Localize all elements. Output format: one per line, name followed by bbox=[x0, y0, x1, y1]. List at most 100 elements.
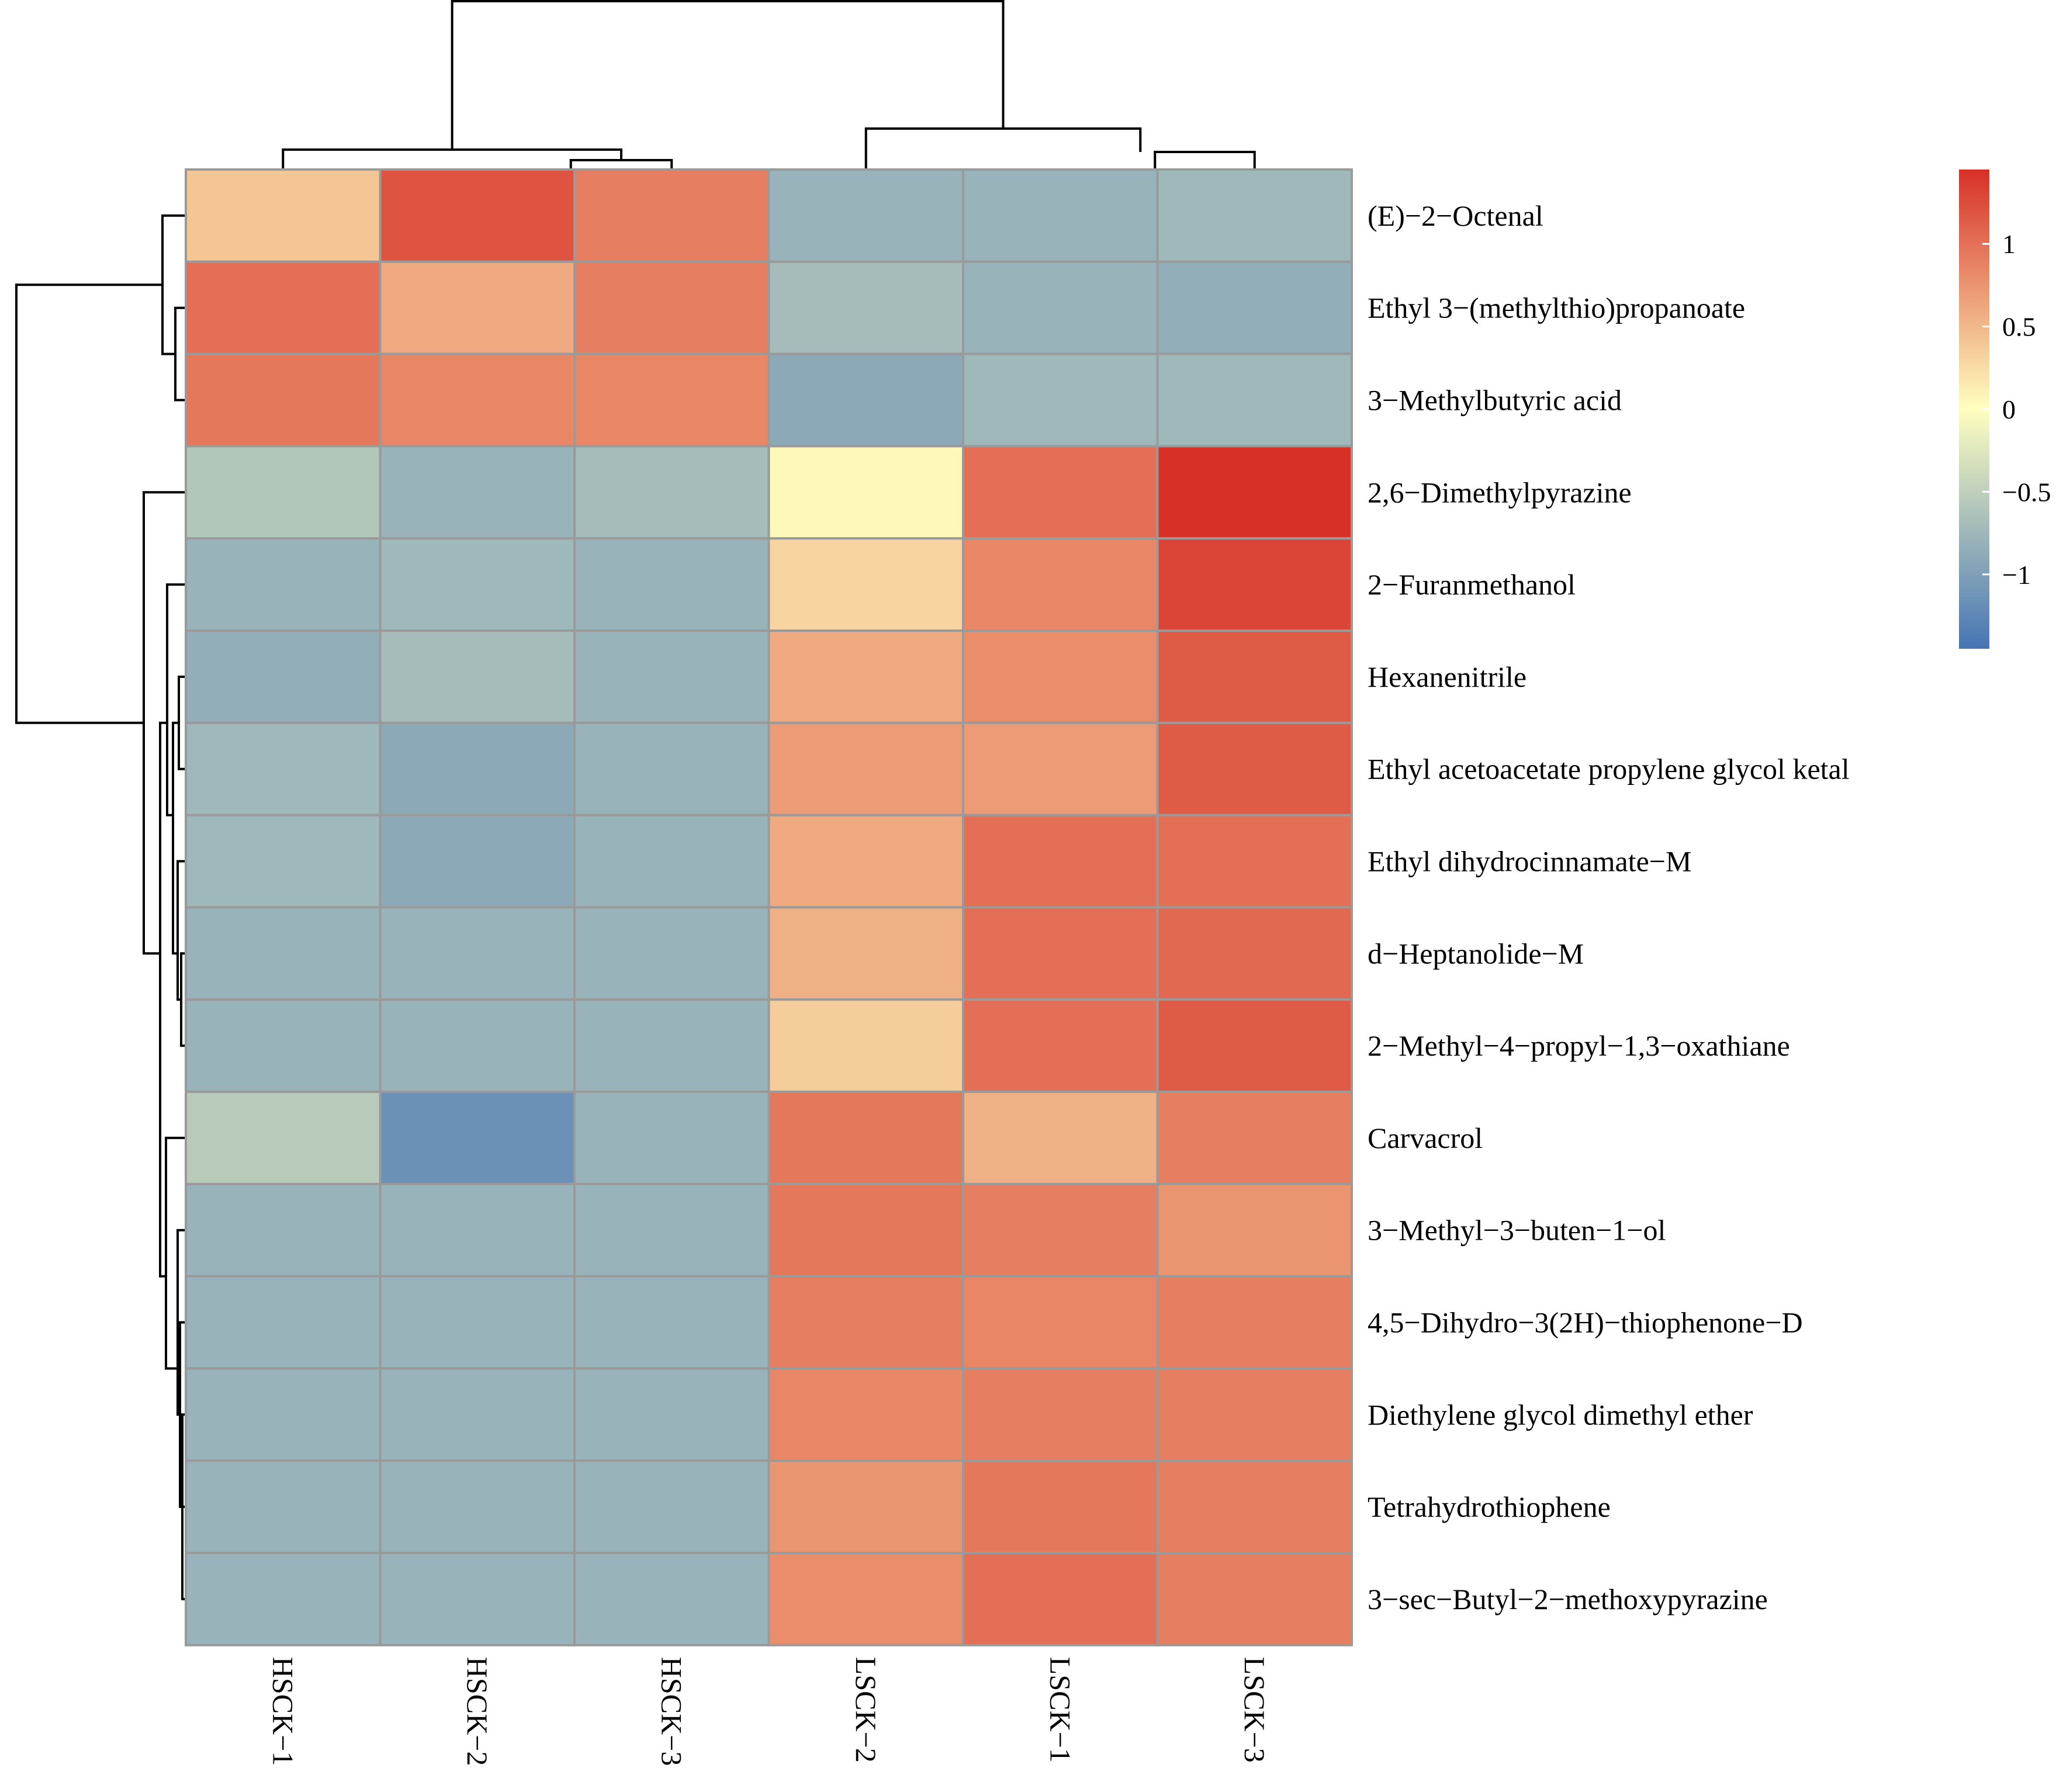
column-dendrogram-branch bbox=[451, 0, 1005, 150]
row-label: 3−Methyl−3−buten−1−ol bbox=[1368, 1214, 1666, 1247]
heatmap-cell bbox=[573, 352, 770, 448]
column-label: LSCK−1 bbox=[1044, 1657, 1077, 1763]
heatmap-cell bbox=[573, 260, 770, 355]
heatmap-cell bbox=[767, 1091, 964, 1185]
heatmap-cell bbox=[573, 1367, 770, 1462]
heatmap-cell bbox=[185, 814, 382, 909]
row-label: 3−sec−Butyl−2−methoxypyrazine bbox=[1368, 1583, 1768, 1615]
row-label: 3−Methylbutyric acid bbox=[1368, 384, 1622, 417]
heatmap-cell bbox=[962, 906, 1159, 1001]
heatmap-cell bbox=[573, 998, 770, 1093]
row-dendrogram-branch bbox=[172, 721, 179, 955]
heatmap-cell bbox=[767, 537, 964, 632]
heatmap-cell bbox=[573, 629, 770, 724]
heatmap-cell bbox=[379, 168, 576, 263]
row-label: Ethyl 3−(methylthio)propanoate bbox=[1368, 292, 1745, 324]
row-label: Tetrahydrothiophene bbox=[1368, 1490, 1611, 1523]
heatmap-cell bbox=[379, 1091, 576, 1185]
heatmap-cell bbox=[1156, 1459, 1353, 1554]
heatmap-cell bbox=[962, 998, 1159, 1093]
heatmap-cell bbox=[1156, 814, 1353, 909]
heatmap-cell bbox=[767, 1367, 964, 1462]
color-scale-tick-label: 1 bbox=[2002, 229, 2016, 259]
heatmap-cell bbox=[962, 1182, 1159, 1278]
heatmap-cell bbox=[573, 906, 770, 1001]
heatmap-cell bbox=[767, 1552, 964, 1646]
heatmap-cell bbox=[962, 629, 1159, 724]
column-label: LSCK−3 bbox=[1238, 1657, 1271, 1763]
color-scale-tick-label: −1 bbox=[2002, 560, 2031, 590]
heatmap-cell bbox=[379, 629, 576, 724]
row-label: Ethyl acetoacetate propylene glycol keta… bbox=[1368, 753, 1850, 786]
row-dendrogram-branch bbox=[176, 860, 186, 1001]
heatmap-cell bbox=[185, 1275, 382, 1370]
heatmap-cell bbox=[379, 814, 576, 909]
heatmap-cell bbox=[185, 260, 382, 355]
column-dendrogram-branch bbox=[864, 127, 1142, 169]
column-label: HSCK−1 bbox=[266, 1657, 299, 1766]
heatmap-cell bbox=[185, 445, 382, 540]
heatmap-cell bbox=[379, 1182, 576, 1278]
heatmap-cell bbox=[767, 721, 964, 817]
row-label: (E)−2−Octenal bbox=[1368, 199, 1543, 232]
heatmap-cell bbox=[1156, 1552, 1353, 1646]
row-dendrogram bbox=[15, 214, 186, 1600]
heatmap-cell bbox=[379, 445, 576, 540]
row-label: 2−Methyl−4−propyl−1,3−oxathiane bbox=[1368, 1029, 1790, 1062]
heatmap-cell bbox=[185, 998, 382, 1093]
heatmap-cell bbox=[767, 1182, 964, 1278]
heatmap-cell bbox=[1156, 537, 1353, 632]
row-label: Carvacrol bbox=[1368, 1122, 1483, 1154]
heatmap-cell bbox=[767, 168, 964, 263]
heatmap-cell bbox=[379, 721, 576, 817]
heatmap-cell bbox=[962, 260, 1159, 355]
heatmap-cell bbox=[1156, 629, 1353, 724]
heatmap-cell bbox=[962, 537, 1159, 632]
heatmap-cell bbox=[1156, 1091, 1353, 1185]
heatmap-cell bbox=[1156, 352, 1353, 448]
heatmap-cell bbox=[962, 352, 1159, 448]
heatmap-cell bbox=[1156, 721, 1353, 817]
heatmap-cell bbox=[185, 1367, 382, 1462]
heatmap-cell bbox=[573, 445, 770, 540]
heatmap-cell bbox=[962, 445, 1159, 540]
row-dendrogram-branch bbox=[159, 721, 167, 1278]
color-scale-tick-label: 0.5 bbox=[2002, 312, 2036, 342]
row-label: Diethylene glycol dimethyl ether bbox=[1368, 1398, 1753, 1431]
heatmap-cell bbox=[185, 1459, 382, 1554]
heatmap-cell bbox=[379, 260, 576, 355]
heatmap-cell bbox=[573, 1091, 770, 1185]
heatmap-cell bbox=[767, 445, 964, 540]
row-dendrogram-branch bbox=[166, 583, 186, 817]
heatmap-cells bbox=[185, 168, 1353, 1646]
heatmap-cell bbox=[767, 1275, 964, 1370]
heatmap-cell bbox=[767, 352, 964, 448]
row-label: d−Heptanolide−M bbox=[1368, 937, 1584, 970]
heatmap-cell bbox=[185, 537, 382, 632]
heatmap-cell bbox=[185, 168, 382, 263]
heatmap-cell bbox=[379, 537, 576, 632]
heatmap-cell bbox=[379, 1459, 576, 1554]
heatmap-cell bbox=[1156, 1367, 1353, 1462]
heatmap-cell bbox=[962, 1459, 1159, 1554]
heatmap-cell bbox=[1156, 445, 1353, 540]
row-label: 4,5−Dihydro−3(2H)−thiophenone−D bbox=[1368, 1306, 1803, 1339]
heatmap-cell bbox=[1156, 1182, 1353, 1278]
heatmap-cell bbox=[573, 1275, 770, 1370]
heatmap-cell bbox=[379, 352, 576, 448]
heatmap-cell bbox=[573, 1552, 770, 1646]
heatmap-cell bbox=[767, 260, 964, 355]
row-dendrogram-branch bbox=[174, 306, 186, 402]
heatmap-cell bbox=[962, 1367, 1159, 1462]
color-scale-tick-label: 0 bbox=[2002, 395, 2016, 424]
heatmap-cell bbox=[962, 168, 1159, 263]
heatmap-cell bbox=[573, 168, 770, 263]
heatmap-cell bbox=[767, 1459, 964, 1554]
heatmap-cell bbox=[767, 629, 964, 724]
column-labels: HSCK−1 HSCK−2 HSCK−3 LSCK−2 LSCK−1 LSCK−3 bbox=[266, 1657, 1271, 1766]
heatmap-cell bbox=[1156, 168, 1353, 263]
heatmap-cell bbox=[767, 906, 964, 1001]
column-dendrogram-branch bbox=[569, 159, 673, 169]
heatmap-cell bbox=[185, 1182, 382, 1278]
